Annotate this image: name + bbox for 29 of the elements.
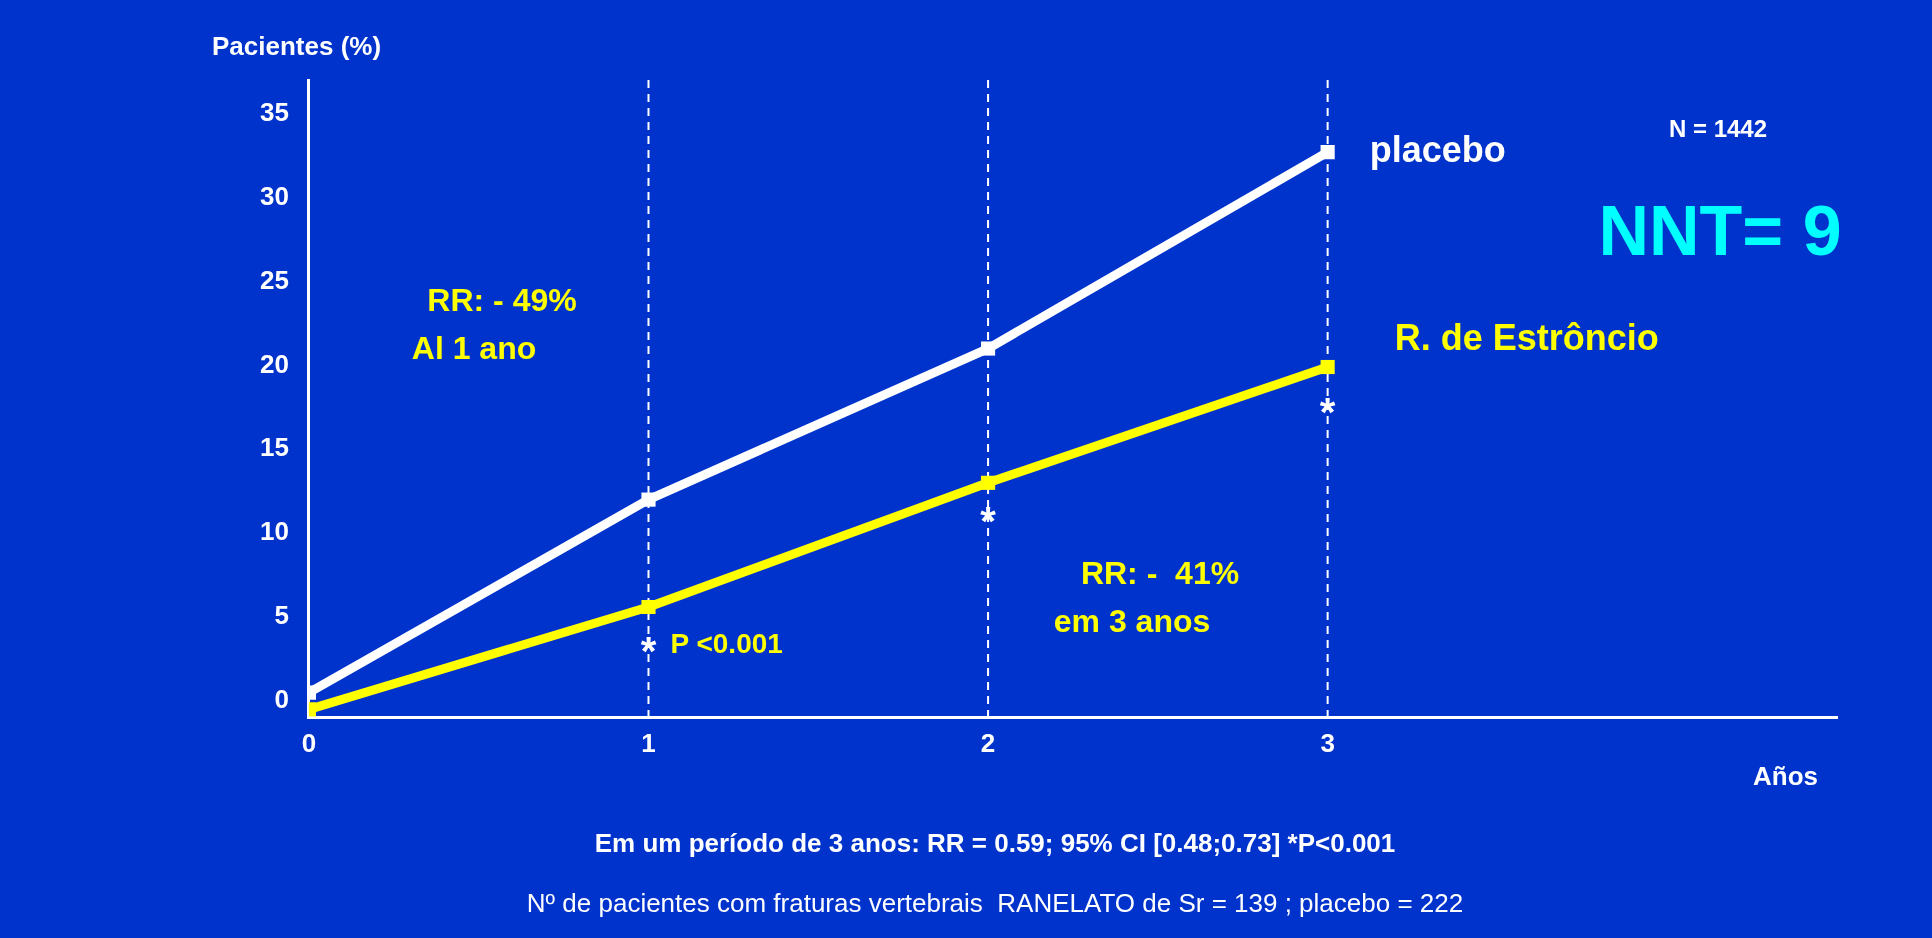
annotation: * <box>980 499 997 544</box>
y-tick-label: 10 <box>260 516 289 547</box>
text: Nº de pacientes com fraturas vertebrais RANELATO de Sr = 139 ; placebo = 222 <box>526 888 1464 919</box>
series-label: R. de Estrôncio <box>1394 316 1659 358</box>
x-tick-label: 1 <box>641 727 656 758</box>
point <box>1320 359 1335 375</box>
annotation: N = 1442 <box>1668 114 1768 142</box>
text: Em um período de 3 anos: RR = 0.59; 95% CI [0.48;0.73] *P<0.001 <box>594 828 1396 859</box>
y-tick-label: 0 <box>274 684 289 715</box>
series-label: placebo <box>1369 129 1506 171</box>
x-tick-label: 2 <box>980 727 996 758</box>
annotation: NNT= 9 <box>1598 192 1842 271</box>
x-tick-label: 3 <box>1320 727 1335 758</box>
x-tick-label: 0 <box>301 727 317 758</box>
y-tick-label: 25 <box>260 264 289 295</box>
point <box>1320 145 1335 160</box>
annotation: RR: - 49% Al 1 ano <box>411 281 577 366</box>
x-axis-title: Años <box>1753 761 1818 792</box>
y-axis-title: Pacientes (%) <box>212 31 382 62</box>
y-tick-label: 15 <box>260 432 289 463</box>
point <box>981 341 996 356</box>
y-tick-label: 35 <box>260 96 289 127</box>
point <box>981 475 996 490</box>
point <box>641 492 656 507</box>
annotation: RR: - 41% em 3 anos <box>1053 554 1240 639</box>
y-tick-label: 5 <box>274 600 289 631</box>
y-tick-label: 30 <box>260 180 289 211</box>
y-tick-label: 20 <box>260 348 289 379</box>
point <box>641 599 656 615</box>
